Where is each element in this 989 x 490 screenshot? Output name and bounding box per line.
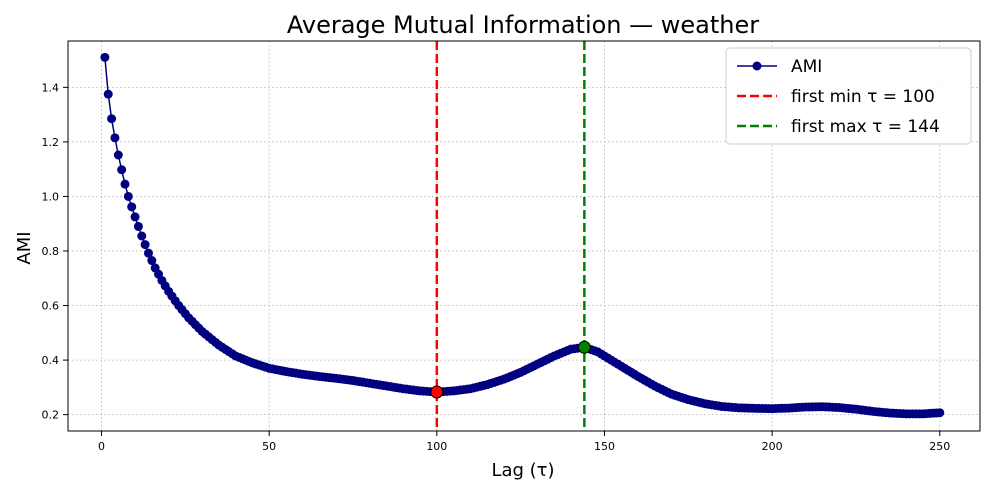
ami-point bbox=[110, 133, 120, 143]
x-axis-label: Lag (τ) bbox=[491, 460, 554, 481]
legend-entry-first-min: first min τ = 100 bbox=[737, 87, 935, 107]
ami-point bbox=[140, 240, 150, 250]
legend: AMI first min τ = 100 first max τ = 144 bbox=[725, 47, 972, 145]
highlight-point-1 bbox=[577, 340, 591, 354]
x-axis-ticks: 0 50 100 150 200 250 bbox=[98, 431, 950, 453]
ami-point bbox=[113, 150, 123, 160]
ami-point bbox=[127, 202, 137, 212]
y-axis-ticks: 0.2 0.4 0.6 0.8 1.0 1.2 1.4 bbox=[42, 81, 68, 422]
ami-point bbox=[107, 114, 117, 124]
ami-point bbox=[130, 212, 140, 222]
y-tick-label: 0.2 bbox=[42, 409, 60, 422]
highlight-point-0 bbox=[430, 385, 444, 399]
legend-entry-ami: AMI bbox=[737, 57, 822, 77]
y-tick-label: 0.4 bbox=[42, 354, 60, 367]
legend-box bbox=[725, 47, 972, 145]
y-axis-label: AMI bbox=[14, 231, 35, 264]
y-tick-label: 0.6 bbox=[42, 300, 60, 313]
y-tick-label: 1.0 bbox=[42, 190, 60, 203]
ami-point bbox=[100, 52, 110, 62]
x-tick-label: 50 bbox=[262, 440, 276, 453]
ami-point bbox=[133, 221, 143, 231]
ami-point bbox=[143, 248, 153, 258]
y-tick-label: 1.4 bbox=[42, 81, 60, 94]
ami-point bbox=[117, 165, 127, 175]
legend-label-first-max: first max τ = 144 bbox=[791, 117, 940, 137]
ami-point bbox=[147, 256, 157, 266]
x-tick-label: 100 bbox=[426, 440, 447, 453]
x-tick-label: 250 bbox=[929, 440, 950, 453]
ami-point bbox=[123, 191, 133, 201]
highlight-points bbox=[430, 340, 591, 399]
legend-label-ami: AMI bbox=[791, 57, 822, 77]
ami-point bbox=[103, 89, 113, 99]
x-tick-label: 200 bbox=[762, 440, 783, 453]
ami-point bbox=[137, 231, 147, 241]
y-tick-label: 1.2 bbox=[42, 136, 60, 149]
x-tick-label: 150 bbox=[594, 440, 615, 453]
vertical-lines bbox=[435, 41, 586, 431]
ami-point bbox=[935, 408, 945, 418]
ami-point bbox=[120, 179, 130, 189]
y-tick-label: 0.8 bbox=[42, 245, 60, 258]
plot-frame bbox=[67, 40, 981, 432]
legend-entry-first-max: first max τ = 144 bbox=[737, 117, 940, 137]
x-tick-label: 0 bbox=[98, 440, 105, 453]
legend-marker-ami bbox=[752, 61, 762, 71]
legend-label-first-min: first min τ = 100 bbox=[791, 87, 935, 107]
chart-title: Average Mutual Information — weather bbox=[287, 11, 759, 39]
